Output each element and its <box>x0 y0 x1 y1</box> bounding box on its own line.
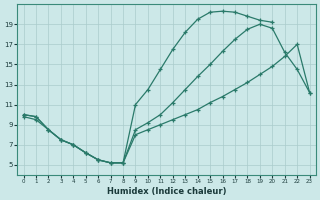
X-axis label: Humidex (Indice chaleur): Humidex (Indice chaleur) <box>107 187 226 196</box>
